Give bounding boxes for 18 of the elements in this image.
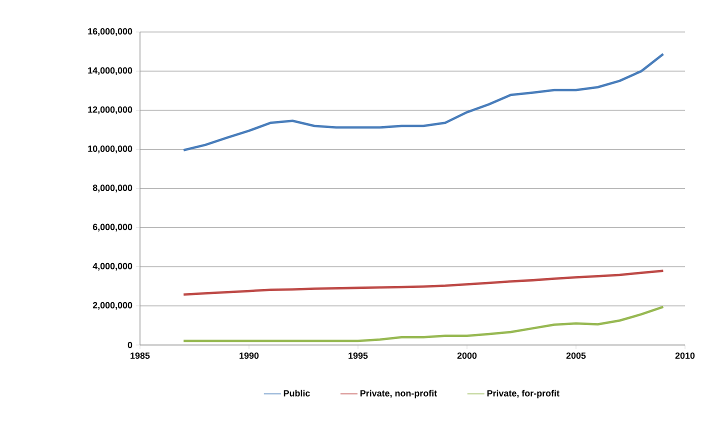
y-tick-label: 12,000,000 bbox=[88, 106, 132, 114]
x-tick-label: 1985 bbox=[130, 352, 150, 359]
y-tick-label: 10,000,000 bbox=[88, 146, 132, 154]
x-tick-label: 1990 bbox=[240, 352, 259, 359]
y-tick-label: 16,000,000 bbox=[88, 28, 132, 36]
y-tick-label: 8,000,000 bbox=[92, 184, 132, 192]
x-tick-label: 2005 bbox=[566, 352, 586, 359]
y-tick-label: 0 bbox=[128, 342, 132, 348]
legend-label: Public bbox=[284, 390, 310, 396]
x-tick-label: 1995 bbox=[348, 352, 368, 359]
legend-label: Private, for-profit bbox=[487, 390, 560, 398]
y-tick-label: 6,000,000 bbox=[92, 224, 132, 232]
y-tick-label: 14,000,000 bbox=[88, 67, 132, 75]
y-tick-label: 4,000,000 bbox=[92, 262, 132, 271]
x-tick-label: 2010 bbox=[675, 352, 695, 359]
y-tick-label: 2,000,000 bbox=[92, 302, 132, 310]
legend-label: Private, non-profit bbox=[360, 390, 437, 398]
x-tick-label: 2000 bbox=[457, 352, 477, 359]
